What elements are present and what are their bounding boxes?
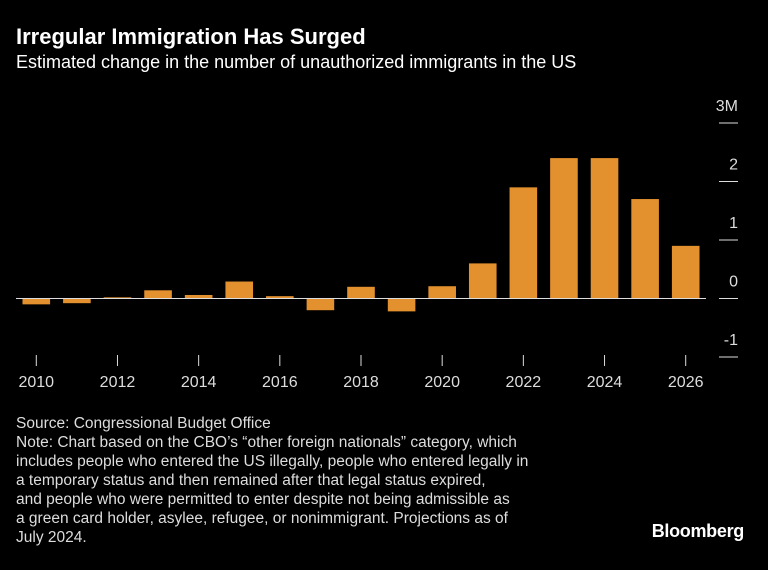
chart-subtitle: Estimated change in the number of unauth… <box>16 52 577 72</box>
y-tick-label: 1 <box>729 215 738 232</box>
bar <box>103 297 132 299</box>
source: Source: Congressional Budget Office <box>16 415 271 432</box>
bar <box>387 298 416 312</box>
x-tick-label: 2022 <box>506 374 542 391</box>
bar <box>631 199 659 299</box>
x-tick-label: 2018 <box>343 374 379 391</box>
bar <box>428 286 456 299</box>
note-line: a green card holder, asylee, refugee, or… <box>16 510 508 527</box>
bar <box>306 298 335 311</box>
y-tick-label: 2 <box>729 157 738 174</box>
x-tick-label: 2020 <box>424 374 460 391</box>
note-line: July 2024. <box>16 529 87 546</box>
footnotes: Source: Congressional Budget Office Note… <box>16 414 528 547</box>
note-line: Note: Chart based on the CBO’s “other fo… <box>16 434 517 451</box>
bar <box>590 158 619 299</box>
x-tick-label: 2026 <box>668 374 704 391</box>
bar <box>22 298 51 305</box>
bar <box>63 298 91 304</box>
x-tick-label: 2014 <box>181 374 217 391</box>
chart: 3M 2 1 0 -1 2010 2012 2014 2016 2018 2020 2022 2024 2… <box>16 98 738 391</box>
y-tick-label: -1 <box>724 332 738 349</box>
x-tick-label: 2012 <box>100 374 136 391</box>
bar <box>671 245 700 299</box>
bar <box>266 296 294 299</box>
bar <box>184 294 213 299</box>
note: Note: Chart based on the CBO’s “other fo… <box>16 433 528 547</box>
bar <box>550 158 578 299</box>
bar <box>225 281 254 299</box>
x-tick-label: 2024 <box>587 374 623 391</box>
chart-title: Irregular Immigration Has Surged <box>16 24 366 49</box>
note-line: includes people who entered the US illeg… <box>16 453 529 470</box>
x-tick-label: 2010 <box>18 374 54 391</box>
note-line: a temporary status and then remained aft… <box>16 472 486 489</box>
note-line: and people who were permitted to enter d… <box>16 491 510 508</box>
bar <box>347 286 375 299</box>
bar <box>468 263 497 299</box>
x-tick-label: 2016 <box>262 374 298 391</box>
bar <box>509 187 538 299</box>
y-tick-label: 0 <box>729 274 738 291</box>
y-tick-label: 3M <box>716 98 738 115</box>
brand-logo: Bloomberg <box>651 521 745 541</box>
bar <box>144 290 172 299</box>
